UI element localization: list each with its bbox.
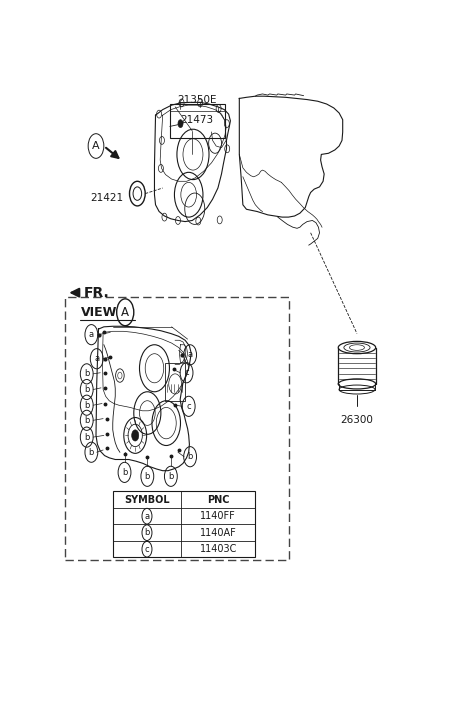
Text: b: b bbox=[84, 401, 89, 410]
Text: b: b bbox=[84, 369, 89, 378]
Polygon shape bbox=[179, 345, 187, 363]
Bar bbox=[165, 363, 185, 401]
Text: PNC: PNC bbox=[207, 494, 229, 505]
Text: c: c bbox=[184, 369, 189, 377]
Text: 1140FF: 1140FF bbox=[200, 511, 235, 521]
Text: b: b bbox=[168, 472, 173, 481]
Text: a: a bbox=[187, 350, 192, 359]
Text: 26300: 26300 bbox=[340, 414, 373, 425]
Text: SYMBOL: SYMBOL bbox=[124, 494, 169, 505]
Text: FR.: FR. bbox=[84, 286, 109, 300]
Text: b: b bbox=[187, 452, 192, 461]
Circle shape bbox=[131, 430, 139, 441]
Text: A: A bbox=[92, 141, 100, 151]
Text: b: b bbox=[144, 472, 150, 481]
Text: 21421: 21421 bbox=[90, 193, 123, 203]
Circle shape bbox=[178, 120, 183, 127]
Text: A: A bbox=[121, 306, 129, 318]
Bar bbox=[112, 491, 255, 558]
Text: VIEW: VIEW bbox=[80, 306, 117, 318]
Text: c: c bbox=[186, 402, 190, 411]
Text: b: b bbox=[84, 433, 89, 441]
Text: c: c bbox=[144, 545, 149, 554]
Text: 11403C: 11403C bbox=[199, 545, 236, 554]
Text: b: b bbox=[122, 468, 127, 477]
Text: b: b bbox=[144, 529, 149, 537]
Text: a: a bbox=[144, 512, 149, 521]
Bar bbox=[169, 104, 224, 137]
Bar bbox=[64, 297, 289, 561]
Text: a: a bbox=[94, 354, 99, 364]
Text: a: a bbox=[89, 330, 94, 340]
Text: 21473: 21473 bbox=[179, 115, 213, 125]
Text: b: b bbox=[84, 416, 89, 425]
Text: 1140AF: 1140AF bbox=[200, 528, 236, 538]
Text: 21350E: 21350E bbox=[176, 95, 216, 105]
Text: b: b bbox=[89, 448, 94, 457]
Text: b: b bbox=[84, 385, 89, 394]
